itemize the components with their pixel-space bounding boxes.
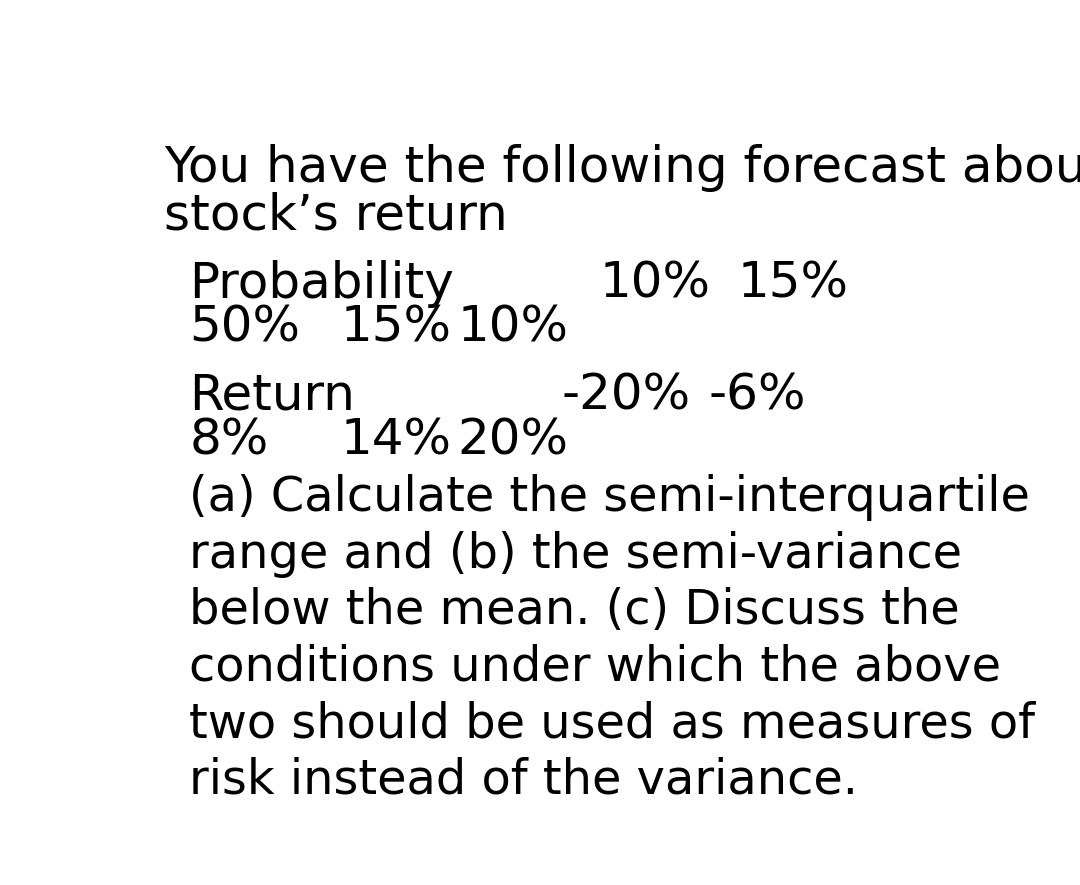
Text: (a) Calculate the semi-interquartile: (a) Calculate the semi-interquartile xyxy=(189,474,1030,521)
Text: range and (b) the semi-variance: range and (b) the semi-variance xyxy=(189,531,962,578)
Text: 15%: 15% xyxy=(340,304,451,352)
Text: two should be used as measures of: two should be used as measures of xyxy=(189,700,1036,748)
Text: 10%: 10% xyxy=(599,259,711,307)
Text: below the mean. (c) Discuss the: below the mean. (c) Discuss the xyxy=(189,588,960,635)
Text: Return: Return xyxy=(189,372,355,420)
Text: Probability: Probability xyxy=(189,259,455,307)
Text: 50%: 50% xyxy=(189,304,300,352)
Text: -6%: -6% xyxy=(708,372,806,420)
Text: risk instead of the variance.: risk instead of the variance. xyxy=(189,757,859,804)
Text: 15%: 15% xyxy=(738,259,849,307)
Text: -20%: -20% xyxy=(562,372,691,420)
Text: You have the following forecast about a: You have the following forecast about a xyxy=(164,143,1080,192)
Text: 10%: 10% xyxy=(457,304,568,352)
Text: 20%: 20% xyxy=(457,416,568,465)
Text: stock’s return: stock’s return xyxy=(164,191,508,239)
Text: 8%: 8% xyxy=(189,416,269,465)
Text: 14%: 14% xyxy=(340,416,451,465)
Text: conditions under which the above: conditions under which the above xyxy=(189,644,1001,691)
